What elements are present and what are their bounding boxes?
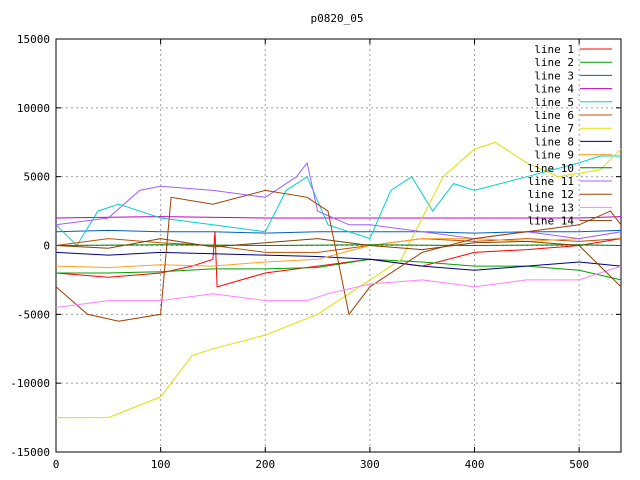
x-tick-label: 400 [465,458,485,471]
legend-label: line 14 [528,215,575,228]
series-1-line [55,231,622,288]
x-tick-label: 100 [151,458,171,471]
legend-label: line 9 [534,149,574,162]
series-6-line [55,238,622,253]
y-tick-label: -15000 [10,446,50,459]
series-7-line [56,141,622,419]
y-tick-label: 10000 [17,102,50,115]
x-tick-label: 200 [255,458,275,471]
x-axis: 0 100 200 300 400 500 [53,39,589,471]
legend-label: line 3 [534,69,574,82]
legend-label: line 1 [534,43,574,56]
x-tick-label: 300 [360,458,380,471]
chart-title: p0820_05 [311,12,364,25]
legend-label: line 6 [534,109,574,122]
legend-label: line 2 [534,56,574,69]
legend-label: line 8 [534,135,574,148]
series-3-line [55,229,622,234]
y-tick-label: 15000 [17,33,50,46]
legend-label: line 12 [528,188,574,201]
legend-label: line 13 [528,201,574,214]
series-2-line [56,258,622,281]
legend-label: line 11 [528,175,574,188]
y-tick-label: 0 [43,240,50,253]
series-10-line [55,244,622,247]
legend-label: line 10 [528,162,574,175]
y-tick-label: 5000 [24,171,51,184]
series-14-line [55,238,622,288]
legend-label: line 4 [534,83,574,96]
y-tick-label: -5000 [17,308,50,321]
y-tick-label: -10000 [10,377,50,390]
series-13-line [55,265,622,308]
legend-label: line 7 [534,122,574,135]
series-9-line [55,231,622,269]
series-8-line [55,251,622,271]
x-tick-label: 500 [569,458,589,471]
series-group [55,141,622,419]
series-12-line [55,189,622,322]
series-5-line [55,155,621,247]
series-4-line [55,216,622,219]
y-axis: -15000 -10000 -5000 0 5000 10000 15000 [10,33,621,459]
legend-label: line 5 [534,96,574,109]
x-tick-label: 0 [53,458,60,471]
